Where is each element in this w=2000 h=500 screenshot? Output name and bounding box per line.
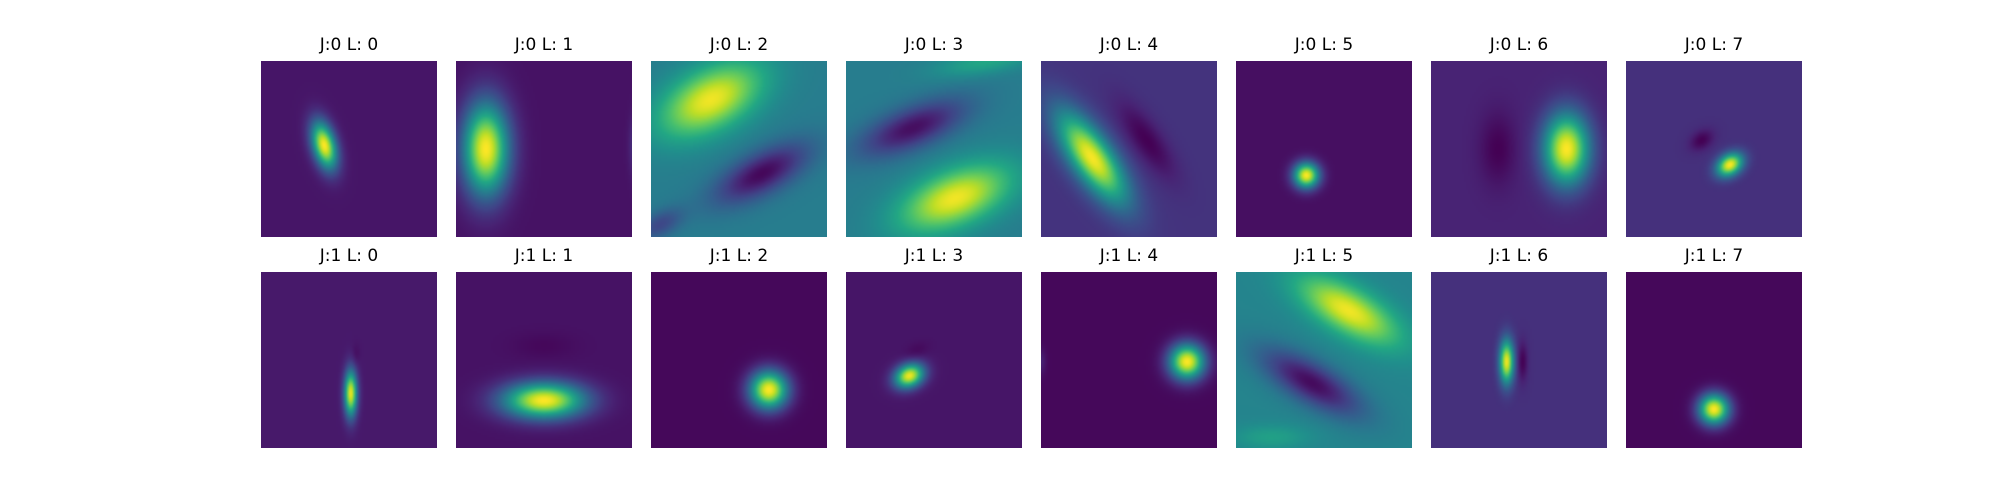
heatmap-panel-j0-l4 [1041, 61, 1217, 237]
panel-title-j0-l1: J:0 L: 1 [514, 35, 574, 55]
heatmap-panel-j0-l6 [1431, 61, 1607, 237]
panel-title-j0-l6: J:0 L: 6 [1489, 35, 1549, 55]
heatmap-panel-j1-l4 [1041, 272, 1217, 448]
panel-title-j1-l2: J:1 L: 2 [709, 246, 769, 266]
panel-title-j1-l7: J:1 L: 7 [1684, 246, 1744, 266]
panel-title-j0-l4: J:0 L: 4 [1099, 35, 1159, 55]
heatmap-panel-j1-l1 [456, 272, 632, 448]
panel-title-j0-l2: J:0 L: 2 [709, 35, 769, 55]
panel-title-j1-l5: J:1 L: 5 [1294, 246, 1354, 266]
heatmap-panel-j1-l2 [651, 272, 827, 448]
panel-title-j0-l7: J:0 L: 7 [1684, 35, 1744, 55]
heatmap-panel-j0-l5 [1236, 61, 1412, 237]
panel-title-j1-l1: J:1 L: 1 [514, 246, 574, 266]
panel-title-j1-l6: J:1 L: 6 [1489, 246, 1549, 266]
heatmap-panel-j1-l0 [261, 272, 437, 448]
heatmap-panel-j0-l0 [261, 61, 437, 237]
heatmap-panel-j0-l7 [1626, 61, 1802, 237]
heatmap-panel-j1-l7 [1626, 272, 1802, 448]
panel-title-j1-l0: J:1 L: 0 [319, 246, 379, 266]
panel-title-j1-l3: J:1 L: 3 [904, 246, 964, 266]
panel-title-j0-l0: J:0 L: 0 [319, 35, 379, 55]
heatmap-panel-j0-l3 [846, 61, 1022, 237]
heatmap-panel-j0-l1 [456, 61, 632, 237]
heatmap-panel-j1-l3 [846, 272, 1022, 448]
heatmap-panel-j1-l6 [1431, 272, 1607, 448]
panel-title-j1-l4: J:1 L: 4 [1099, 246, 1159, 266]
panel-title-j0-l3: J:0 L: 3 [904, 35, 964, 55]
heatmap-panel-j0-l2 [651, 61, 827, 237]
heatmap-panel-j1-l5 [1236, 272, 1412, 448]
panel-title-j0-l5: J:0 L: 5 [1294, 35, 1354, 55]
